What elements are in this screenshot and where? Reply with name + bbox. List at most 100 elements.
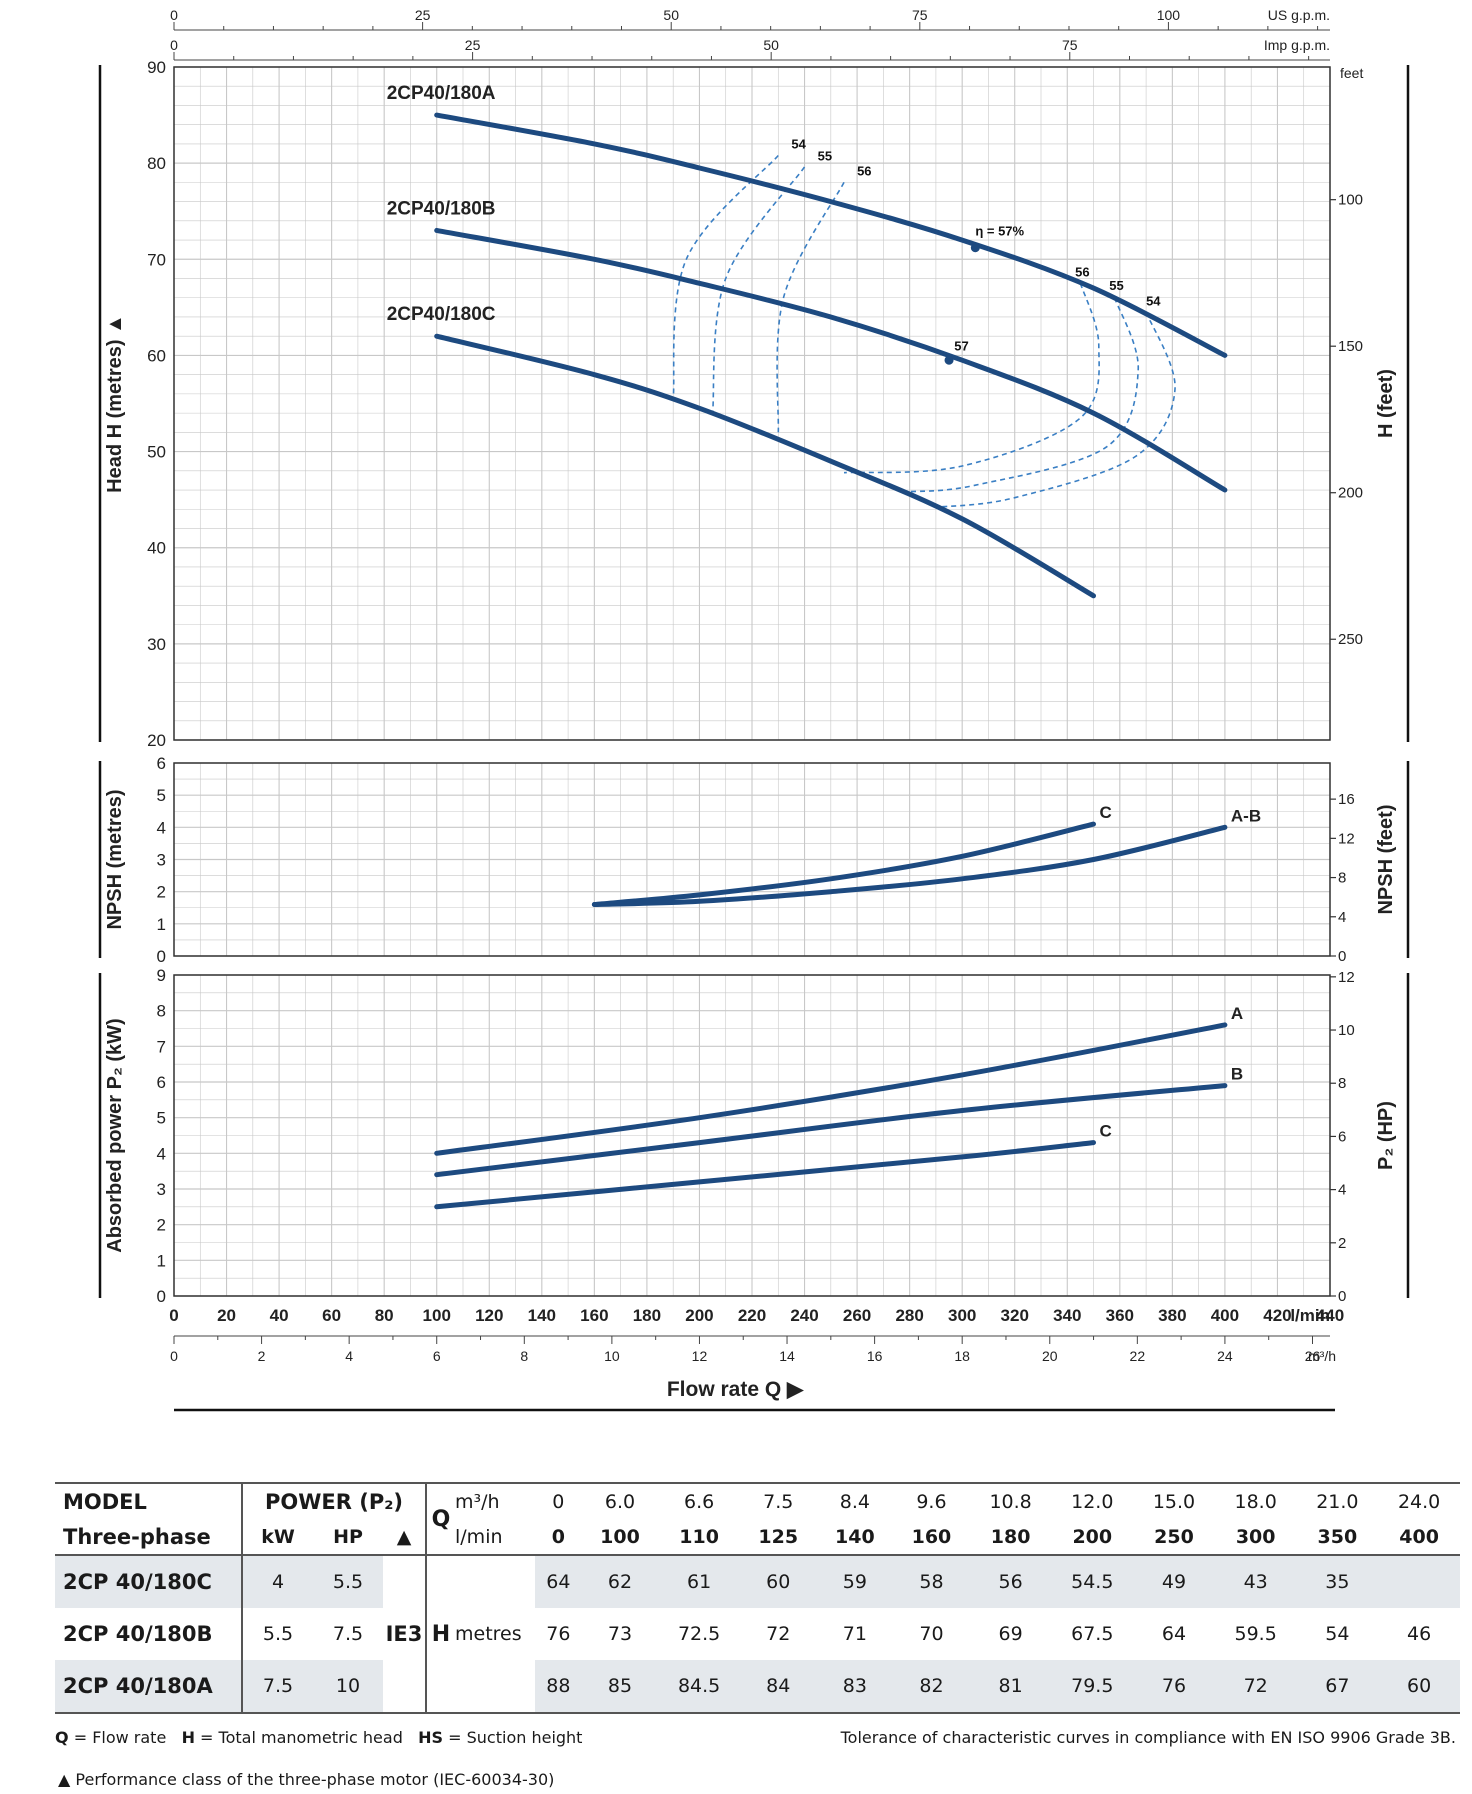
h-cell: 54 xyxy=(1296,1608,1379,1660)
q-lmin-3: 125 xyxy=(758,1525,799,1548)
x-tick-label: 220 xyxy=(738,1306,766,1325)
y-axis-title-right: NPSH (feet) xyxy=(1375,804,1397,914)
top-tick-label-us: 25 xyxy=(415,7,431,23)
x-tick-label: 380 xyxy=(1158,1306,1186,1325)
q-m3h-5: 9.6 xyxy=(916,1490,947,1513)
q-m3h-1: 6.0 xyxy=(604,1490,636,1513)
y-axis-title-right: P₂ (HP) xyxy=(1375,1101,1397,1170)
h-cell: 70 xyxy=(893,1608,970,1660)
y-tick-label: 80 xyxy=(147,154,166,173)
y-tick-label: 4 xyxy=(157,818,166,837)
x-tick-label-m3h: 4 xyxy=(345,1348,353,1364)
h-cell: 85 xyxy=(581,1660,659,1713)
legend-q-key: Q xyxy=(55,1728,69,1747)
h-cell: 35 xyxy=(1296,1555,1379,1608)
series-line-a-b xyxy=(591,824,1228,907)
h-cell: 59.5 xyxy=(1214,1608,1297,1660)
kw-cell: 5.5 xyxy=(241,1608,313,1660)
series-label: A xyxy=(1231,1004,1243,1023)
panel-frame xyxy=(173,762,1331,957)
efficiency-label: 56 xyxy=(857,164,871,179)
x-tick-label: 260 xyxy=(843,1306,871,1325)
efficiency-iso-line xyxy=(935,311,1176,509)
top-axis-unit-us: US g.p.m. xyxy=(1268,7,1330,23)
kw-cell: 4 xyxy=(241,1555,313,1608)
y-tick-label-right: 0 xyxy=(1338,948,1346,965)
x-tick-label-m3h: 14 xyxy=(779,1348,795,1364)
series-line-2cp40/180a xyxy=(434,112,1228,358)
panel-frame xyxy=(173,66,1331,741)
q-unit-lmin: l/min xyxy=(455,1525,503,1548)
y-axis-title: NPSH (metres) xyxy=(104,789,126,929)
x-tick-label-m3h: 10 xyxy=(604,1348,620,1364)
series-line-2cp40/180c xyxy=(434,333,1096,599)
efficiency-label: 55 xyxy=(1109,278,1123,293)
efficiency-iso-curves xyxy=(672,154,1176,509)
series-line-b xyxy=(434,1083,1228,1178)
q-lmin-7: 200 xyxy=(1072,1525,1113,1548)
y-tick-label: 7 xyxy=(157,1037,166,1056)
q-m3h-6: 10.8 xyxy=(989,1490,1032,1513)
h-cell: 67.5 xyxy=(1051,1608,1134,1660)
performance-table: MODEL POWER (P₂) Q m³/h 0 6.0 6.6 7.5 8.… xyxy=(55,1482,1460,1714)
x-axis-title: Flow rate Q ▶ xyxy=(667,1378,804,1401)
h-cell: 56 xyxy=(969,1555,1052,1608)
curves xyxy=(434,112,1228,1210)
y-tick-label-right: 10 xyxy=(1338,1022,1355,1039)
x-tick-label-m3h: 26 xyxy=(1305,1348,1321,1364)
efficiency-iso-line xyxy=(776,182,845,433)
x-tick-label: 340 xyxy=(1053,1306,1081,1325)
q-lmin-1: 100 xyxy=(600,1525,640,1548)
y-tick-label-right: 16 xyxy=(1338,791,1355,808)
top-tick-label-imp: 0 xyxy=(170,37,178,53)
x-tick-label: 120 xyxy=(475,1306,503,1325)
x-tick-label-m3h: 16 xyxy=(867,1348,883,1364)
h-cell: 69 xyxy=(969,1608,1052,1660)
efficiency-label: 55 xyxy=(818,148,832,163)
q-header: Q xyxy=(425,1483,455,1555)
x-tick-label: 420 xyxy=(1263,1306,1291,1325)
efficiency-label: 56 xyxy=(1075,265,1089,280)
y-tick-label: 60 xyxy=(147,346,166,365)
h-cell: 72 xyxy=(1214,1660,1297,1713)
x-tick-label-m3h: 0 xyxy=(170,1348,178,1364)
legend-h-key: H xyxy=(181,1728,195,1747)
model-cell: 2CP 40/180C xyxy=(55,1555,242,1608)
x-tick-label-m3h: 20 xyxy=(1042,1348,1058,1364)
q-m3h-8: 15.0 xyxy=(1152,1490,1196,1513)
model-subheader: Three-phase xyxy=(63,1524,211,1549)
series-label: B xyxy=(1231,1065,1243,1084)
motor-class-header: ▲ xyxy=(396,1525,412,1548)
y-tick-label-right: 0 xyxy=(1338,1288,1346,1305)
h-cell: 46 xyxy=(1378,1608,1460,1660)
y-tick-label: 6 xyxy=(157,754,166,773)
x-tick-label: 300 xyxy=(948,1306,976,1325)
best-efficiency-point-b xyxy=(944,355,954,365)
h-cell: 88 xyxy=(535,1660,582,1713)
x-tick-label: 320 xyxy=(1001,1306,1029,1325)
y-tick-label-right: 100 xyxy=(1338,192,1363,209)
q-lmin-6: 180 xyxy=(990,1525,1031,1548)
h-cell: 76 xyxy=(1133,1660,1215,1713)
efficiency-iso-line xyxy=(672,154,779,399)
top-tick-label-us: 0 xyxy=(170,7,178,23)
series-label: C xyxy=(1100,1122,1112,1141)
tolerance-note: Tolerance of characteristic curves in co… xyxy=(840,1728,1456,1747)
h-cell: 76 xyxy=(535,1608,582,1660)
y-tick-label: 40 xyxy=(147,539,166,558)
q-m3h-10: 21.0 xyxy=(1316,1490,1359,1513)
h-cell xyxy=(1378,1555,1460,1608)
series-label: 2CP40/180B xyxy=(387,198,496,219)
hp-cell: 7.5 xyxy=(313,1608,383,1660)
x-tick-label: 280 xyxy=(895,1306,923,1325)
y-tick-label: 3 xyxy=(157,1180,166,1199)
efficiency-iso-line xyxy=(843,283,1100,474)
y-unit-right: feet xyxy=(1340,65,1363,81)
x-tick-label: 360 xyxy=(1106,1306,1134,1325)
q-m3h-3: 7.5 xyxy=(763,1490,794,1513)
h-label: H xyxy=(425,1555,455,1713)
x-tick-label: 100 xyxy=(423,1306,451,1325)
h-cell: 84.5 xyxy=(658,1660,740,1713)
y-tick-label: 2 xyxy=(157,883,166,902)
legend-q-text: = Flow rate xyxy=(68,1728,182,1747)
